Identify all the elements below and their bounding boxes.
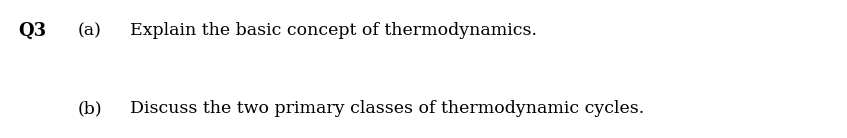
Text: Explain the basic concept of thermodynamics.: Explain the basic concept of thermodynam… bbox=[130, 22, 537, 39]
Text: (b): (b) bbox=[78, 100, 102, 117]
Text: Q3: Q3 bbox=[18, 22, 46, 40]
Text: Discuss the two primary classes of thermodynamic cycles.: Discuss the two primary classes of therm… bbox=[130, 100, 645, 117]
Text: (a): (a) bbox=[78, 22, 102, 39]
